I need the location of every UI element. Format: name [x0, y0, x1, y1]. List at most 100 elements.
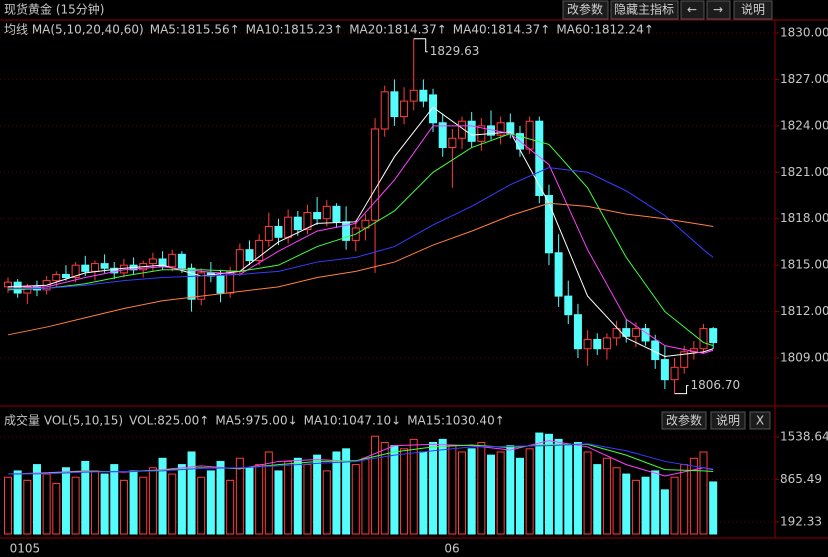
volume-bar	[641, 476, 650, 535]
candle-body	[544, 195, 553, 254]
button[interactable]: →	[706, 0, 731, 20]
candle-body	[313, 212, 322, 220]
volume-bar	[351, 464, 360, 535]
candle-body	[699, 328, 708, 350]
candle-body	[197, 272, 206, 300]
ma-line	[7, 106, 714, 357]
volume-bar	[670, 476, 679, 535]
candle-body	[670, 366, 679, 381]
legend-entry: MA20:1814.37↑	[349, 23, 447, 37]
volume-bar	[129, 470, 138, 535]
ma-line	[8, 167, 714, 289]
button-label[interactable]: 改参数	[666, 413, 702, 428]
volume-bar	[216, 460, 225, 535]
volume-bar	[235, 457, 244, 535]
candle-body	[293, 216, 302, 231]
volume-bar	[438, 438, 447, 535]
volume-bar	[612, 467, 621, 535]
volume-bar	[332, 451, 341, 535]
candle-body	[409, 89, 418, 102]
candle-body	[554, 252, 563, 297]
volume-bar	[187, 451, 196, 535]
button-label[interactable]: 说明	[741, 2, 765, 17]
button[interactable]: 说明	[733, 0, 773, 20]
volume-bar	[206, 470, 215, 535]
volume-bar	[139, 476, 148, 535]
volume-bar	[554, 438, 563, 535]
candle-body	[429, 94, 438, 124]
legend-entry: MA40:1814.37↑	[453, 23, 551, 37]
legend-entry: MA5:1815.56↑	[150, 23, 240, 37]
candle-body	[660, 359, 669, 381]
candle-body	[602, 337, 611, 350]
volume-bar	[709, 481, 718, 535]
x-tick-label: 06	[444, 542, 459, 556]
volume-bar	[467, 448, 476, 535]
candle-body	[81, 264, 90, 272]
volume-bar	[400, 448, 409, 535]
candle-body	[90, 263, 99, 272]
annotation: 1806.70	[691, 378, 741, 392]
volume-bar	[255, 464, 264, 535]
candle-body	[168, 253, 177, 268]
volume-bar	[419, 451, 428, 535]
volume-bar	[506, 445, 515, 535]
button[interactable]: 改参数	[661, 411, 707, 430]
button-label[interactable]: 说明	[716, 413, 740, 428]
volume-bar	[660, 489, 669, 535]
candle-body	[371, 128, 380, 221]
candle-body	[525, 120, 534, 150]
candle-body	[23, 286, 32, 294]
candle-body	[583, 338, 592, 350]
button[interactable]: 说明	[710, 411, 746, 430]
button[interactable]: 改参数	[562, 0, 609, 20]
button-label[interactable]: X	[756, 414, 764, 428]
volume-bar	[680, 464, 689, 535]
y-tick-label: 1812.00	[780, 304, 828, 318]
candle-body	[390, 91, 399, 118]
button[interactable]: 隐藏主指标	[610, 0, 679, 20]
ma-line	[7, 202, 714, 336]
candle-body	[216, 275, 225, 294]
candle-body	[593, 338, 602, 350]
volume-bar	[81, 460, 90, 535]
candle-body	[235, 249, 244, 272]
button-label[interactable]: 改参数	[567, 2, 603, 17]
volume-bar	[197, 476, 206, 535]
volume-bar	[52, 483, 61, 535]
button-label[interactable]: ←	[687, 3, 697, 17]
volume-bar	[622, 473, 631, 535]
candle-body	[264, 225, 273, 241]
volume-bar	[42, 473, 51, 535]
candle-body	[419, 89, 428, 102]
volume-bar	[544, 433, 553, 535]
y-tick-label: 1827.00	[780, 72, 828, 86]
volume-bar	[593, 464, 602, 535]
button[interactable]: X	[749, 411, 771, 430]
candle-body	[284, 216, 293, 238]
volume-bar	[487, 454, 495, 535]
legend-entry: 均线 MA(5,10,20,40,60)	[4, 23, 144, 37]
candle-body	[438, 122, 447, 149]
candle-body	[680, 351, 689, 368]
button-label[interactable]: 隐藏主指标	[614, 2, 674, 17]
volume-bar	[245, 467, 254, 535]
legend-entry: MA5:975.00↓	[215, 414, 297, 428]
y-tick-label: 1830.00	[780, 26, 828, 40]
volume-bar	[477, 442, 486, 535]
candle-body	[100, 263, 109, 269]
volume-bar	[429, 442, 438, 535]
legend-entry: VOL:825.00↑	[129, 414, 209, 428]
button[interactable]: ←	[680, 0, 705, 20]
button-label[interactable]: →	[713, 3, 723, 17]
volume-bar	[226, 479, 235, 535]
y-tick-label: 1538.64	[780, 429, 828, 443]
volume-bar	[71, 476, 80, 535]
y-tick-label: 192.33	[780, 514, 822, 528]
volume-bar	[32, 464, 41, 535]
window-title: 现货黄金 (15分钟)	[4, 2, 104, 17]
legend-entry: MA15:1030.40↑	[407, 414, 505, 428]
volume-bar	[689, 457, 698, 535]
volume-bar	[148, 467, 157, 535]
